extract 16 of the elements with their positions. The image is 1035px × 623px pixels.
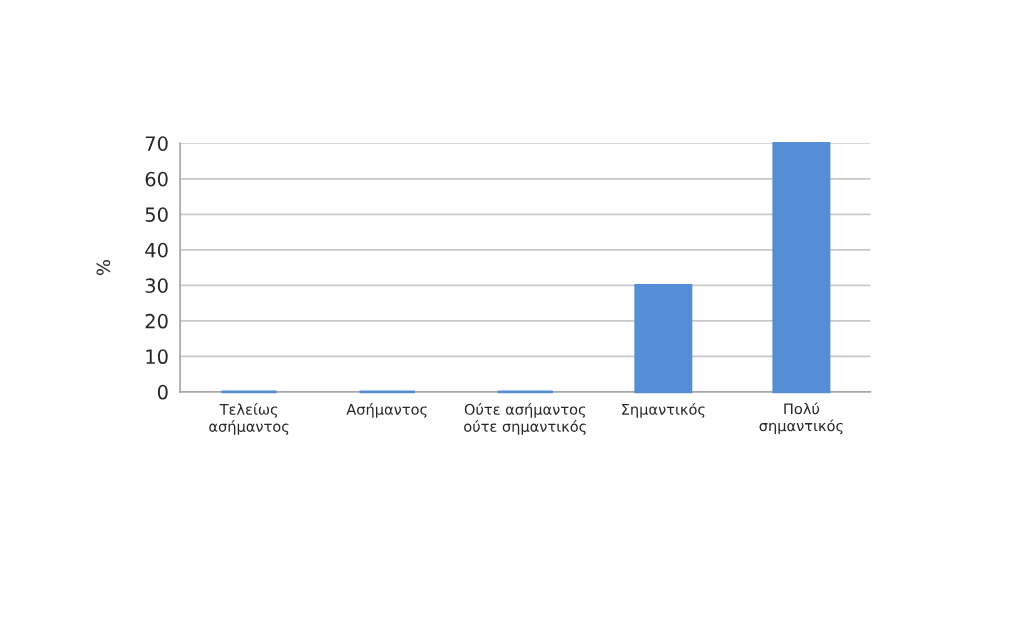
bar (634, 283, 693, 394)
y-tick-label: 70 (145, 136, 168, 151)
y-axis-title: % (96, 260, 111, 276)
y-tick-label: 30 (145, 278, 168, 293)
y-tick-label: 0 (157, 384, 168, 400)
x-tick-label: Σημαντικός (622, 402, 705, 418)
y-tick-label: 20 (145, 313, 168, 329)
y-tick-label: 60 (145, 171, 168, 187)
y-tick-label: 50 (145, 207, 168, 222)
y-tick-label: 10 (146, 349, 168, 365)
x-tick-label: Ούτε ασήμαντος ούτε σημαντικός (464, 402, 586, 435)
x-tick-label: Τελείως ασήμαντος (209, 402, 289, 435)
y-tick-label: 40 (145, 242, 168, 258)
x-tick-label: Πολύ σημαντικός (759, 402, 843, 435)
bar (772, 141, 831, 394)
x-tick-label: Ασήμαντος (346, 402, 427, 418)
